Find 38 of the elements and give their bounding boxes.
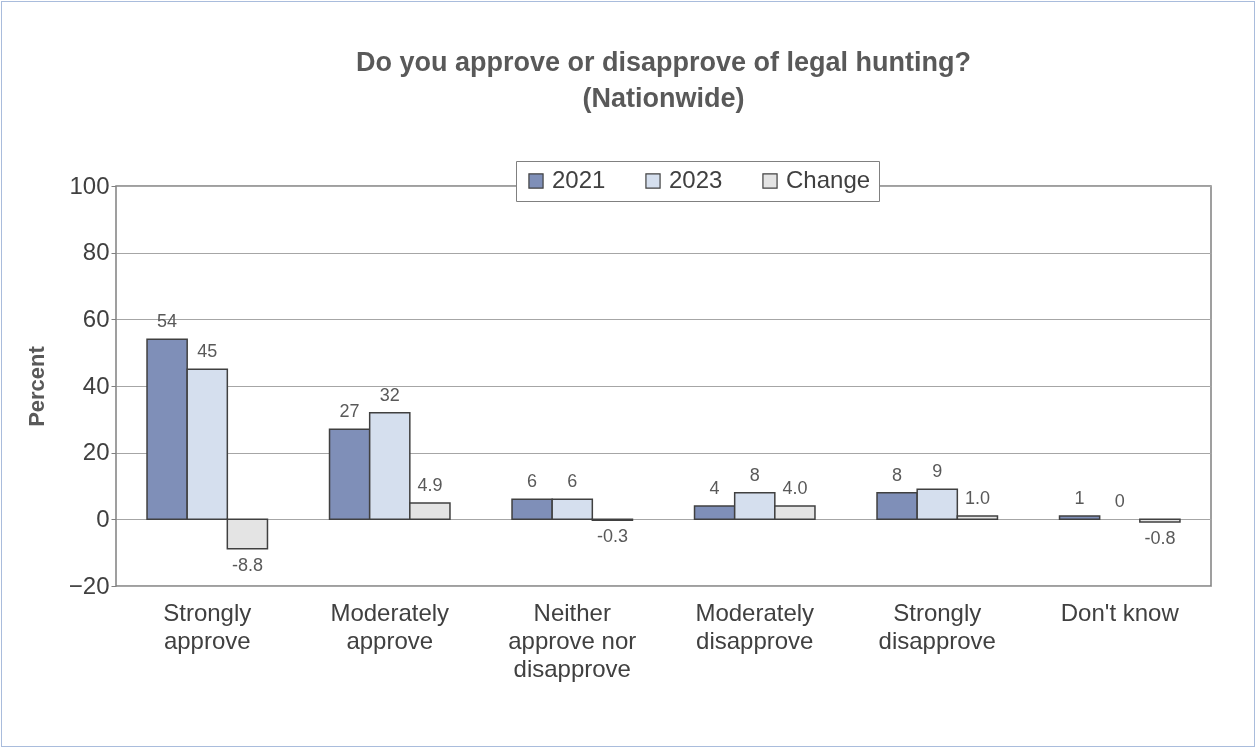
legend-label: 2021 xyxy=(552,166,606,193)
x-tick-label: Don't know xyxy=(1060,598,1180,626)
data-label: 4 xyxy=(709,478,720,498)
chart-title: Do you approve or disapprove of legal hunting? (Nationwide) xyxy=(355,46,972,113)
data-label: 8 xyxy=(892,464,903,485)
y-tick-label: 0 xyxy=(96,504,110,532)
data-label: 6 xyxy=(567,471,578,492)
data-label: 4.0 xyxy=(782,478,808,498)
x-tick-label: Strongly disapprove xyxy=(878,598,996,654)
y-tick-label: 40 xyxy=(82,371,110,399)
data-label: 0 xyxy=(1114,491,1125,512)
data-label: -8.8 xyxy=(231,554,263,575)
y-axis-title: Percent xyxy=(23,345,49,427)
data-label: 4.9 xyxy=(417,475,443,495)
x-tick-label: Moderately approve xyxy=(330,598,450,654)
data-label: 9 xyxy=(932,461,943,482)
data-label: 32 xyxy=(379,384,400,405)
bar xyxy=(1058,515,1101,521)
x-tick-label: Strongly approve xyxy=(163,598,252,654)
data-label: 54 xyxy=(157,311,178,332)
x-tick-label: Neither approve nor disapprove xyxy=(508,598,637,682)
data-label: 27 xyxy=(339,401,360,422)
y-tick-label: 60 xyxy=(82,304,110,332)
data-label: 45 xyxy=(197,341,218,362)
data-label: -0.3 xyxy=(596,526,628,547)
y-tick-label: −20 xyxy=(68,571,110,599)
data-label: -0.8 xyxy=(1144,528,1176,548)
legend-label: 2023 xyxy=(669,166,723,193)
bar xyxy=(1139,518,1181,523)
data-label: 8 xyxy=(749,464,760,485)
data-label: 6 xyxy=(527,471,538,492)
y-tick-label: 20 xyxy=(82,438,110,466)
data-label: 1 xyxy=(1074,488,1085,508)
y-tick-label: 100 xyxy=(69,171,110,199)
y-tick-label: 80 xyxy=(82,238,110,266)
data-label: 1.0 xyxy=(964,488,990,508)
x-tick-label: Moderately disapprove xyxy=(695,598,815,654)
legend-label: Change xyxy=(786,166,871,193)
